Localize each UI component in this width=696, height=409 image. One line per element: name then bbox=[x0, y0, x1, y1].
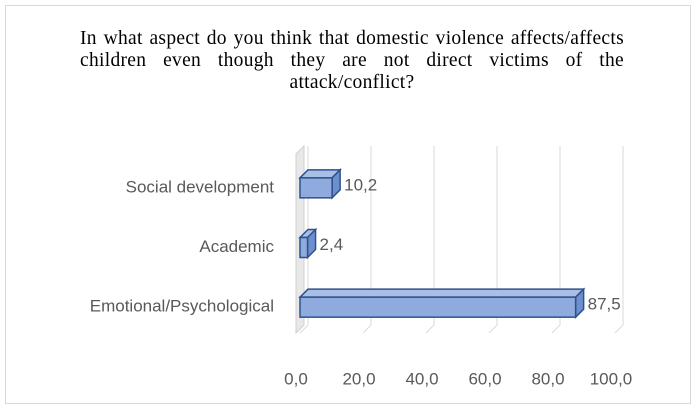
chart-border bbox=[5, 5, 691, 404]
floor-grid-line bbox=[425, 324, 435, 334]
floor-grid-line bbox=[614, 324, 624, 334]
x-tick-label: 0,0 bbox=[284, 369, 308, 388]
x-tick-label: 60,0 bbox=[468, 369, 501, 388]
bar bbox=[299, 236, 309, 259]
floor-grid-line bbox=[299, 324, 309, 334]
x-tick-label: 80,0 bbox=[531, 369, 564, 388]
x-tick-label: 20,0 bbox=[342, 369, 375, 388]
floor-grid-line bbox=[362, 324, 372, 334]
bar bbox=[299, 296, 577, 318]
bar bbox=[299, 177, 333, 199]
y-tick-label: Academic bbox=[199, 237, 274, 256]
bar-top bbox=[298, 288, 586, 298]
y-tick-label: Emotional/Psychological bbox=[90, 297, 274, 316]
x-tick-label: 40,0 bbox=[405, 369, 438, 388]
data-label: 87,5 bbox=[588, 295, 621, 314]
floor-grid-line bbox=[551, 324, 561, 334]
data-label: 10,2 bbox=[344, 175, 377, 194]
y-tick-label: Social development bbox=[126, 177, 275, 196]
x-tick-label: 100,0 bbox=[590, 369, 633, 388]
floor-grid-line bbox=[488, 324, 498, 334]
data-label: 2,4 bbox=[320, 235, 344, 254]
chart-title: In what aspect do you think that domesti… bbox=[80, 28, 624, 93]
